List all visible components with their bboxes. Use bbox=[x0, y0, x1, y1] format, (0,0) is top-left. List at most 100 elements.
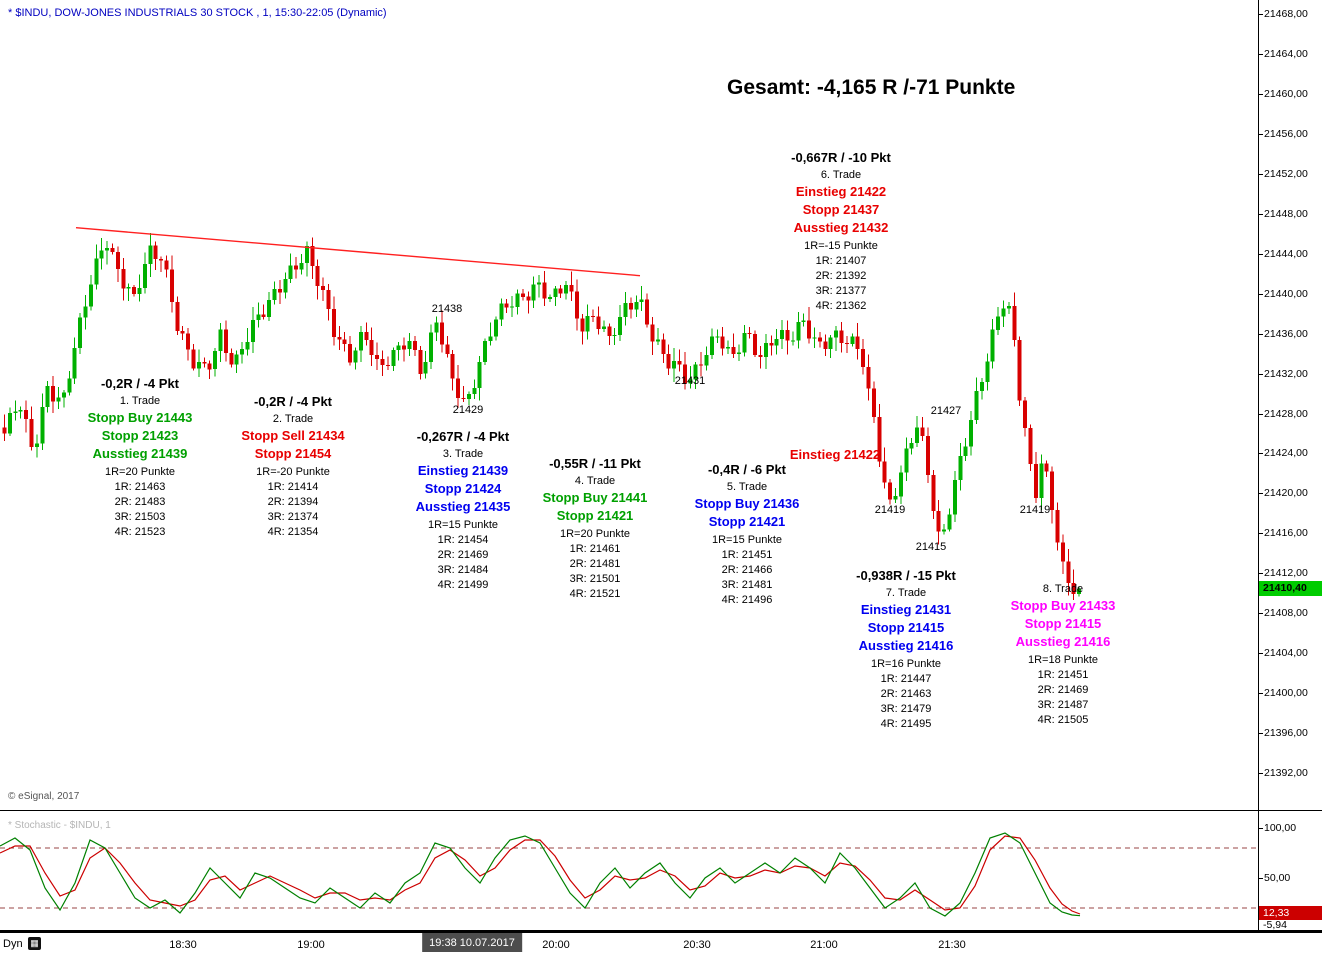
candle-body bbox=[159, 258, 164, 261]
candle-body bbox=[196, 362, 201, 369]
stochastic-chart bbox=[0, 832, 1258, 917]
candle-body bbox=[709, 336, 714, 355]
trade-target: 2R: 21469 bbox=[437, 549, 489, 561]
candle-body bbox=[742, 332, 747, 353]
dyn-mode-label: Dyn bbox=[3, 938, 23, 950]
price-axis-tick: 21424,00 bbox=[1259, 447, 1308, 460]
axis-divider bbox=[1258, 0, 1259, 930]
trade-target: 4R: 21505 bbox=[1037, 714, 1089, 726]
candle-body bbox=[294, 265, 299, 270]
candle-body bbox=[758, 355, 763, 358]
candle-body bbox=[121, 269, 126, 289]
trade-target: 4R: 21499 bbox=[437, 579, 489, 591]
candle-body bbox=[796, 321, 801, 341]
candle-body bbox=[402, 345, 407, 350]
trade-risk: 1R=15 Punkte bbox=[427, 519, 499, 531]
price-axis-tick: 21440,00 bbox=[1259, 287, 1308, 300]
candle-body bbox=[439, 322, 444, 345]
candle-body bbox=[7, 413, 12, 434]
trade-signal: Ausstieg 21439 bbox=[92, 446, 188, 461]
candle-body bbox=[72, 348, 77, 379]
candle-body bbox=[1028, 427, 1033, 465]
trade-signal: Stopp 21415 bbox=[867, 620, 945, 635]
candle-body bbox=[240, 349, 245, 355]
trade-annotation: -0,55R / -11 Pkt 4. Trade Stopp Buy 21441 S… bbox=[543, 455, 648, 602]
time-axis-tick: 21:00 bbox=[810, 939, 838, 951]
candle-body bbox=[936, 510, 941, 532]
candle-body bbox=[13, 411, 18, 414]
candle-body bbox=[115, 251, 120, 270]
candle-body bbox=[466, 394, 471, 399]
candle-body bbox=[909, 443, 914, 449]
trade-target: 1R: 21414 bbox=[267, 481, 319, 493]
performance-title: Gesamt: -4,165 R /-71 Punkte bbox=[727, 76, 1016, 99]
trade-number: 3. Trade bbox=[442, 448, 484, 460]
candle-body bbox=[137, 288, 142, 295]
price-chart-pane[interactable]: * $INDU, DOW-JONES INDUSTRIALS 30 STOCK … bbox=[0, 0, 1258, 810]
candle-body bbox=[785, 330, 790, 341]
trade-signal: Stopp 21454 bbox=[254, 446, 332, 461]
candle-body bbox=[817, 337, 822, 342]
candlestick-chart bbox=[2, 227, 1082, 601]
candle-body bbox=[29, 418, 34, 448]
chart-price-label: 21429 bbox=[452, 404, 484, 416]
candle-body bbox=[666, 353, 671, 369]
candle-body bbox=[429, 332, 434, 362]
candle-body bbox=[418, 350, 423, 374]
candle-body bbox=[267, 299, 272, 318]
candle-body bbox=[450, 354, 455, 379]
trade-target: 1R: 21447 bbox=[880, 673, 932, 685]
trade-risk: 1R=16 Punkte bbox=[870, 658, 942, 670]
time-axis[interactable]: Dyn 18:30 19:00 20:00 20:30 21:00 21:30 19:38 … bbox=[0, 930, 1322, 955]
candle-body bbox=[780, 330, 785, 339]
candle-body bbox=[1071, 583, 1076, 595]
trade-number: 4. Trade bbox=[574, 475, 616, 487]
candle-body bbox=[591, 316, 596, 318]
candle-body bbox=[618, 316, 623, 336]
candle-body bbox=[963, 446, 968, 457]
candle-body bbox=[661, 339, 666, 354]
candle-body bbox=[639, 299, 644, 302]
calendar-grid-icon[interactable] bbox=[28, 937, 41, 950]
stochastic-axis-tick: 50,00 bbox=[1258, 872, 1291, 884]
candle-body bbox=[1050, 471, 1055, 510]
candle-body bbox=[888, 482, 893, 500]
candle-body bbox=[223, 329, 228, 353]
candle-body bbox=[153, 245, 158, 259]
last-price-badge: 21410,40 bbox=[1259, 581, 1322, 596]
candle-body bbox=[920, 427, 925, 437]
trade-annotation: -0,4R / -6 Pkt 5. Trade Stopp Buy 21436 Sto… bbox=[695, 461, 800, 608]
trade-target: 3R: 21374 bbox=[267, 511, 319, 523]
candle-body bbox=[807, 320, 812, 339]
stochastic-pane[interactable]: * Stochastic - $INDU, 1 bbox=[0, 812, 1258, 930]
trade-target: 2R: 21469 bbox=[1037, 684, 1089, 696]
candle-body bbox=[110, 248, 115, 252]
candle-body bbox=[126, 287, 131, 289]
time-axis-tick: 21:30 bbox=[938, 939, 966, 951]
trade-signal: Stopp 21437 bbox=[802, 202, 880, 217]
trade-target: 4R: 21362 bbox=[815, 300, 867, 312]
candle-body bbox=[175, 302, 180, 332]
candle-body bbox=[234, 354, 239, 365]
trade-target: 2R: 21392 bbox=[815, 270, 867, 282]
candle-body bbox=[321, 285, 326, 291]
trade-signal: Einstieg 21422 bbox=[795, 184, 887, 199]
candle-body bbox=[353, 350, 358, 363]
candle-body bbox=[1066, 561, 1071, 584]
candle-body bbox=[515, 293, 520, 307]
copyright-notice: © eSignal, 2017 bbox=[8, 791, 80, 802]
trade-target: 1R: 21451 bbox=[1037, 669, 1089, 681]
price-axis[interactable]: 21410,40 12,33 -5,94 21468,00 21464,00 214… bbox=[1258, 0, 1322, 931]
trade-target: 4R: 21354 bbox=[267, 526, 319, 538]
candle-body bbox=[1077, 589, 1082, 595]
candle-body bbox=[164, 260, 169, 270]
trade-summary: -0,4R / -6 Pkt bbox=[707, 462, 787, 477]
candle-body bbox=[871, 388, 876, 418]
candle-body bbox=[67, 378, 72, 393]
price-axis-tick: 21464,00 bbox=[1259, 47, 1308, 60]
candle-body bbox=[688, 379, 693, 384]
price-axis-tick: 21412,00 bbox=[1259, 567, 1308, 580]
candle-body bbox=[40, 406, 45, 444]
candle-body bbox=[169, 269, 174, 303]
trade-target: 3R: 21481 bbox=[721, 579, 773, 591]
